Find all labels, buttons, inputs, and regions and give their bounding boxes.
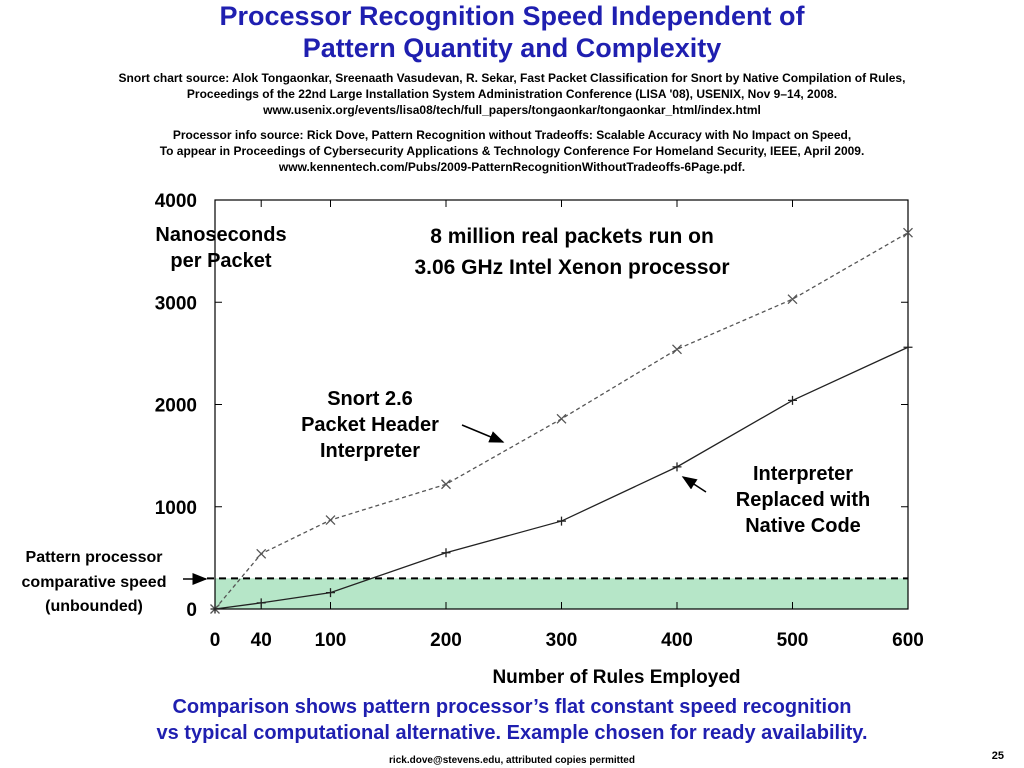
page-number: 25 — [991, 750, 1004, 762]
x-tick-label: 100 — [315, 630, 347, 651]
comparison-caption-line-2: vs typical computational alternative. Ex… — [156, 722, 868, 744]
run-note-line: 8 million real packets run on — [430, 225, 714, 248]
processor-source-citation: Processor info source: Rick Dove, Patter… — [0, 127, 1024, 175]
y-tick-label: 3000 — [155, 293, 197, 314]
series-2-point — [210, 604, 220, 614]
native-label-line: Interpreter — [753, 463, 853, 485]
series-line-1 — [214, 232, 909, 610]
y-tick-label: 0 — [186, 600, 197, 621]
x-tick-label: 0 — [210, 630, 221, 651]
x-tick-label: 500 — [777, 630, 809, 651]
native-label-line: Native Code — [745, 515, 861, 537]
pattern-processor-label-line: (unbounded) — [45, 598, 143, 615]
x-tick-label: 200 — [430, 630, 462, 651]
y-tick-label: 1000 — [155, 498, 197, 519]
pattern-processor-label-line: Pattern processor — [26, 549, 163, 566]
snort-arrow — [461, 424, 505, 443]
series-1-point — [256, 548, 267, 559]
native-label-line: Replaced with — [736, 489, 870, 511]
snort-source-line-2: Proceedings of the 22nd Large Installati… — [186, 87, 838, 101]
x-tick-label: 400 — [661, 630, 693, 651]
processor-source-line-2: To appear in Proceedings of Cybersecurit… — [159, 144, 865, 158]
snort-label-line: Packet Header — [301, 414, 439, 436]
snort-source-line-1: Snort chart source: Alok Tongaonkar, Sre… — [118, 71, 906, 85]
y-tick-label: 2000 — [155, 396, 197, 417]
series-1-point — [325, 515, 336, 526]
series-1-point — [672, 344, 682, 355]
y-axis-label-line: per Packet — [170, 250, 272, 272]
slide-title: Processor Recognition Speed Independent … — [0, 0, 1024, 64]
series-2-point — [788, 395, 797, 405]
series-2-point — [326, 588, 335, 598]
x-tick-label: 300 — [546, 630, 578, 651]
processor-source-url: www.kennentech.com/Pubs/2009-PatternReco… — [278, 160, 746, 174]
series-2-point — [441, 548, 451, 558]
series-line-2 — [214, 346, 909, 610]
series-1-point — [787, 294, 798, 305]
y-tick-label: 4000 — [155, 191, 197, 212]
x-axis-label: Number of Rules Employed — [492, 667, 740, 688]
series-2-point — [256, 598, 266, 608]
y-axis-label-line: Nanoseconds — [155, 224, 286, 246]
snort-label-line: Snort 2.6 — [327, 388, 413, 410]
run-note-line: 3.06 GHz Intel Xenon processor — [414, 256, 729, 279]
series-2-point — [672, 462, 682, 472]
comparison-caption-line-1: Comparison shows pattern processor’s fla… — [172, 696, 852, 718]
comparison-caption: Comparison shows pattern processor’s fla… — [0, 694, 1024, 746]
series-2-point — [557, 516, 566, 526]
x-tick-label: 600 — [892, 630, 924, 651]
pattern-processor-label-line: comparative speed — [22, 574, 167, 591]
footer-credit: rick.dove@stevens.edu, attributed copies… — [389, 755, 635, 766]
series-2-point — [903, 342, 913, 352]
title-line-2: Pattern Quantity and Complexity — [302, 33, 722, 63]
native-arrow — [681, 476, 707, 493]
snort-source-citation: Snort chart source: Alok Tongaonkar, Sre… — [0, 70, 1024, 118]
series-1-point — [556, 413, 567, 424]
series-1-point — [441, 479, 451, 490]
snort-label-line: Interpreter — [320, 440, 420, 462]
title-line-1: Processor Recognition Speed Independent … — [219, 1, 805, 31]
processor-source-line-1: Processor info source: Rick Dove, Patter… — [172, 128, 852, 142]
x-tick-label: 40 — [251, 630, 272, 651]
snort-source-url: www.usenix.org/events/lisa08/tech/full_p… — [263, 103, 761, 117]
series-1-point — [903, 227, 913, 238]
